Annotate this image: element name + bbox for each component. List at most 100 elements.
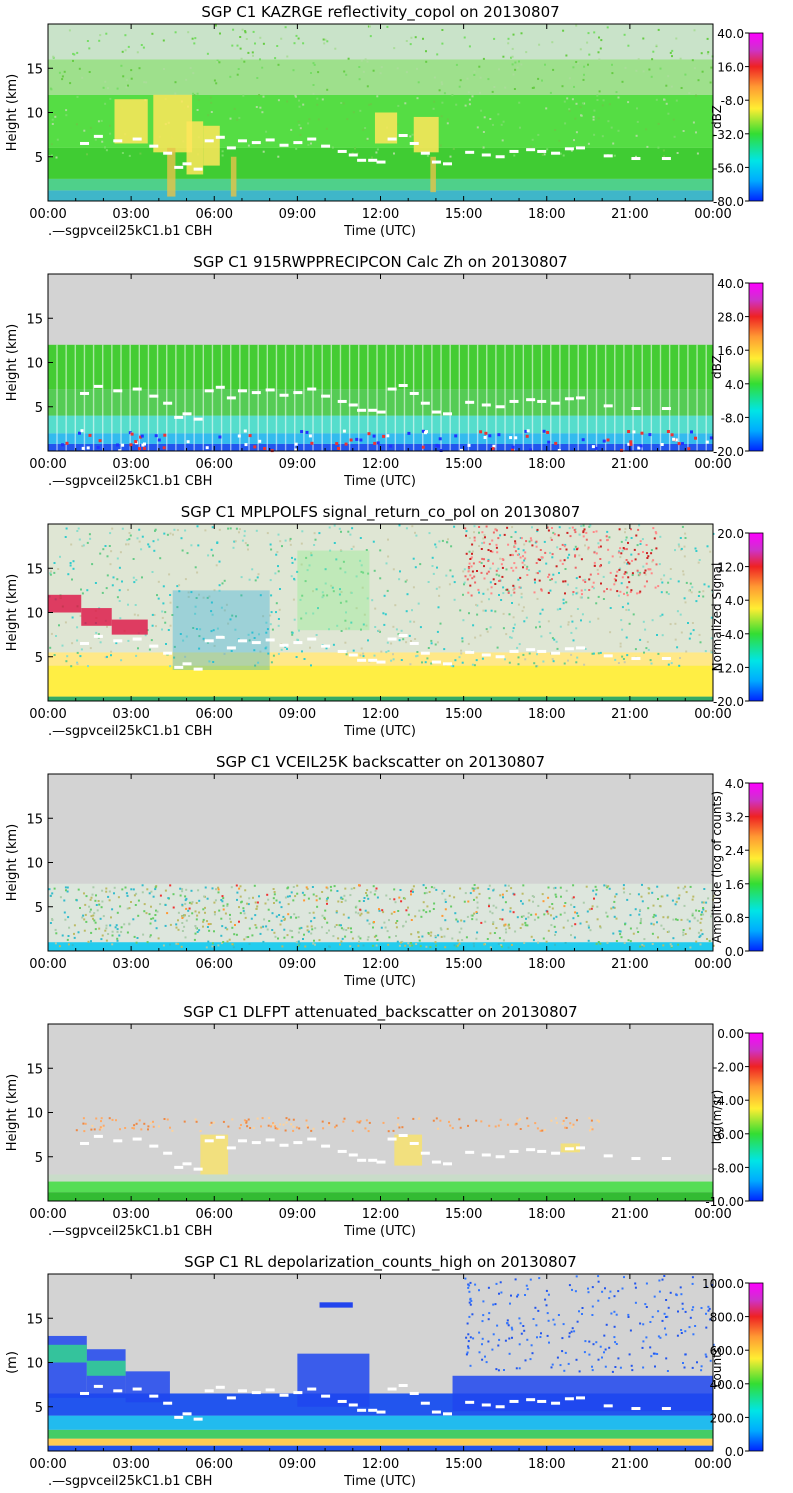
colorbar-tick-label: -8.0 <box>721 94 744 108</box>
cbh-point <box>307 1387 317 1391</box>
cbh-point <box>163 1151 173 1155</box>
colorbar-label: log(m/sr) <box>710 1090 724 1145</box>
cbh-point <box>376 660 386 664</box>
x-tick-label: 21:00 <box>611 707 648 722</box>
x-tick-label: 21:00 <box>611 957 648 972</box>
x-tick-label: 21:00 <box>611 1207 648 1222</box>
x-tick-label: 00:00 <box>694 207 731 222</box>
cbh-legend-note: .—sgpvceil25kC1.b1 CBH <box>48 724 212 739</box>
cbh-point <box>237 639 247 643</box>
y-axis-label: Height (km) <box>5 74 20 151</box>
cbh-point <box>631 657 641 661</box>
cbh-point <box>576 1396 585 1400</box>
x-tick-label: 18:00 <box>528 457 565 472</box>
cbh-point <box>321 1144 331 1148</box>
colorbar-tick-label: 4.0 <box>725 378 744 392</box>
cbh-point <box>537 1399 547 1403</box>
y-axis-label: Height (km) <box>5 824 20 901</box>
y-tick-label: 15 <box>26 562 43 577</box>
cbh-point <box>431 410 441 414</box>
y-axis-label: Height (km) <box>5 324 20 401</box>
cbh-point <box>481 153 491 157</box>
colorbar-tick-label: -8.0 <box>721 411 744 425</box>
cbh-point <box>80 1391 90 1395</box>
plot-imagery <box>48 883 715 951</box>
y-axis-label: Height (km) <box>5 574 20 651</box>
cbh-point <box>409 141 419 145</box>
cbh-point <box>337 649 347 653</box>
x-tick-label: 00:00 <box>29 957 66 972</box>
cbh-point <box>80 1141 90 1145</box>
cbh-point <box>661 407 671 411</box>
cbh-point <box>237 1389 247 1393</box>
colorbar-tick-label: 28.0 <box>717 311 744 325</box>
colorbar-label: dBZ <box>710 355 724 379</box>
cbh-point <box>193 167 203 171</box>
cbh-point <box>204 639 214 643</box>
y-tick-label: 10 <box>26 1357 43 1372</box>
cbh-point <box>465 1400 475 1404</box>
cbh-point <box>215 385 225 389</box>
x-axis-label: Time (UTC) <box>343 974 416 989</box>
x-tick-label: 09:00 <box>279 207 316 222</box>
colorbar-tick-label: -20.0 <box>713 445 744 459</box>
cbh-point <box>132 1387 142 1391</box>
cbh-series <box>80 1384 671 1421</box>
x-tick-label: 00:00 <box>694 1207 731 1222</box>
cbh-point <box>174 1415 184 1419</box>
cbh-point <box>387 387 397 391</box>
cbh-point <box>357 658 367 662</box>
y-tick-label: 10 <box>26 107 43 122</box>
chart-panel-4: SGP C1 VCEIL25K backscatter on 20130807 0… <box>5 753 764 989</box>
x-tick-label: 06:00 <box>196 457 233 472</box>
colorbar-tick-label: -6.00 <box>713 1128 744 1142</box>
x-tick-label: 00:00 <box>694 957 731 972</box>
cbh-point <box>113 1139 123 1143</box>
y-tick-label: 15 <box>26 1312 43 1327</box>
cbh-legend-note: .—sgpvceil25kC1.b1 CBH <box>48 1474 212 1489</box>
colorbar-tick-label: 40.0 <box>717 27 744 41</box>
cbh-point <box>526 398 536 402</box>
cbh-point <box>348 653 358 657</box>
cbh-point <box>564 1147 574 1151</box>
cbh-point <box>226 1146 236 1150</box>
x-tick-label: 06:00 <box>196 957 233 972</box>
y-tick-label: 10 <box>26 1107 43 1122</box>
cbh-point <box>149 1144 159 1148</box>
cbh-point <box>163 1401 173 1405</box>
x-tick-label: 21:00 <box>611 207 648 222</box>
cbh-point <box>163 401 173 405</box>
cbh-point <box>182 1162 192 1166</box>
cbh-point <box>409 1141 419 1145</box>
x-axis-label: Time (UTC) <box>343 224 416 239</box>
cbh-point <box>113 139 123 143</box>
x-axis-label: Time (UTC) <box>343 1474 416 1489</box>
cbh-point <box>368 1158 378 1162</box>
cbh-point <box>226 146 236 150</box>
cbh-point <box>80 141 90 145</box>
cbh-point <box>465 650 475 654</box>
x-tick-label: 06:00 <box>196 1207 233 1222</box>
x-tick-label: 09:00 <box>279 1457 316 1472</box>
colorbar-tick-label: 20.0 <box>717 527 744 541</box>
cbh-point <box>387 137 397 141</box>
cbh-point <box>509 149 519 153</box>
cbh-point <box>174 1165 184 1169</box>
cbh-point <box>495 405 505 409</box>
cbh-point <box>237 1139 247 1143</box>
colorbar-label: Amplitude (log of counts) <box>710 791 724 943</box>
colorbar-tick-label: 1.6 <box>725 878 744 892</box>
y-tick-label: 10 <box>26 357 43 372</box>
cbh-point <box>93 134 103 138</box>
cbh-point <box>182 162 192 166</box>
colorbar-label: dBZ <box>710 105 724 129</box>
cbh-point <box>420 401 430 405</box>
x-tick-label: 03:00 <box>112 1207 149 1222</box>
y-tick-label: 15 <box>26 812 43 827</box>
cbh-point <box>215 135 225 139</box>
x-tick-label: 00:00 <box>29 207 66 222</box>
cbh-point <box>603 1404 613 1408</box>
x-axis-label: Time (UTC) <box>343 1224 416 1239</box>
cbh-point <box>420 651 430 655</box>
x-tick-label: 12:00 <box>362 1457 399 1472</box>
